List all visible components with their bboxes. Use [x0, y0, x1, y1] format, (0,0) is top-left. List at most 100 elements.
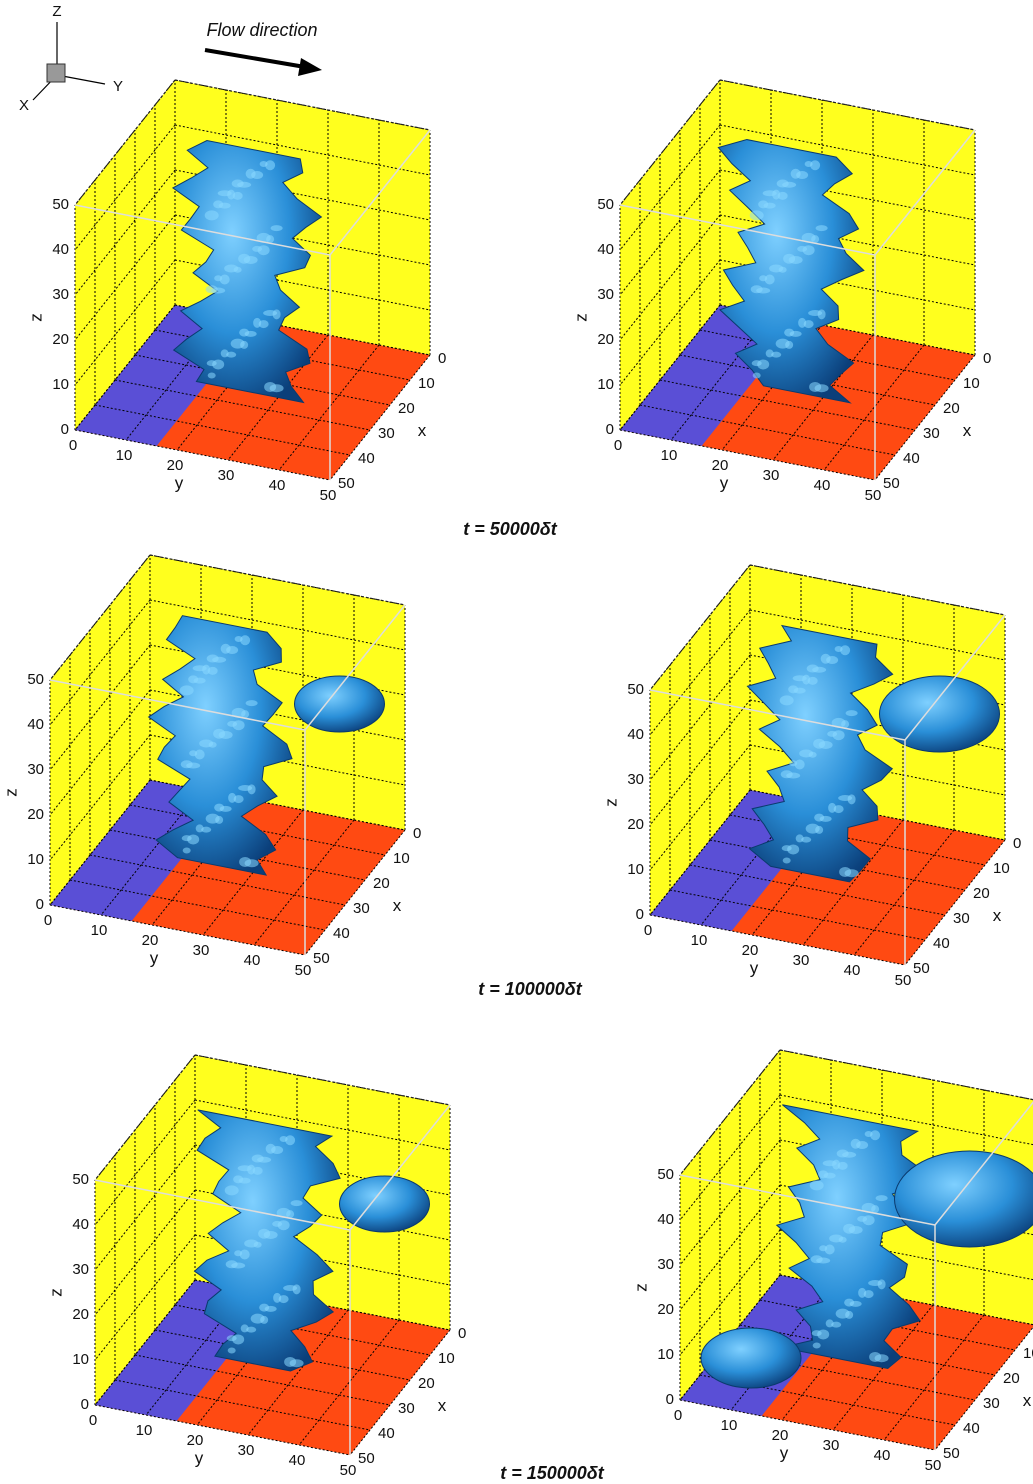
- interface-detail: [231, 339, 245, 349]
- x-tick-label: 10: [1023, 1345, 1033, 1362]
- x-tick-label: 40: [933, 935, 950, 952]
- interface-detail: [788, 685, 798, 693]
- z-tick-label: 40: [72, 1216, 89, 1233]
- interface-detail: [814, 814, 824, 822]
- interface-detail: [784, 329, 794, 337]
- interface-detail: [783, 858, 791, 864]
- interface-detail: [868, 1280, 882, 1286]
- interface-detail: [251, 1314, 265, 1324]
- y-axis-label: y: [720, 473, 729, 492]
- z-tick-label: 40: [27, 716, 44, 733]
- interface-detail: [789, 760, 797, 766]
- z-tick-label: 20: [597, 331, 614, 348]
- y-tick-label: 30: [193, 942, 210, 959]
- interface-detail: [816, 225, 828, 231]
- interface-detail: [798, 318, 806, 328]
- interface-detail: [253, 318, 261, 328]
- z-tick-label: 0: [606, 421, 614, 438]
- interface-detail: [260, 161, 268, 167]
- y-tick-label: 0: [614, 437, 622, 454]
- y-tick-label: 50: [320, 487, 337, 504]
- interface-detail: [750, 210, 764, 220]
- panel: 010203040500102030405001020304050zyx: [601, 565, 1021, 989]
- x-tick-label: 0: [438, 350, 446, 367]
- y-tick-label: 50: [895, 972, 912, 989]
- interface-detail: [238, 254, 250, 264]
- z-tick-label: 30: [52, 286, 69, 303]
- x-tick-label: 40: [358, 450, 375, 467]
- x-tick-label: 30: [923, 425, 940, 442]
- interface-detail: [258, 1229, 270, 1239]
- y-tick-label: 0: [44, 912, 52, 929]
- z-tick-label: 40: [627, 726, 644, 743]
- x-tick-label: 50: [313, 950, 330, 967]
- interface-detail: [182, 835, 192, 841]
- y-tick-label: 30: [793, 952, 810, 969]
- interface-detail: [776, 339, 790, 349]
- interface-detail: [283, 1285, 297, 1291]
- interface-detail: [758, 200, 768, 208]
- interface-detail: [858, 1288, 866, 1298]
- interface-detail: [759, 275, 767, 281]
- y-tick-label: 10: [136, 1422, 153, 1439]
- interface-detail: [752, 360, 762, 366]
- interface-detail: [214, 804, 224, 812]
- interface-detail: [244, 1239, 258, 1247]
- interface-detail: [213, 729, 225, 739]
- y-axis-label: y: [195, 1448, 204, 1467]
- orientation-triad: Z Y X: [19, 3, 123, 114]
- z-tick-label: 10: [27, 851, 44, 868]
- triad-label: Z: [52, 3, 61, 20]
- x-axis-label: x: [963, 421, 972, 440]
- x-tick-label: 50: [913, 960, 930, 977]
- y-tick-label: 10: [116, 447, 133, 464]
- interface-detail: [227, 1335, 237, 1341]
- y-tick-label: 20: [742, 942, 759, 959]
- z-tick-label: 20: [627, 816, 644, 833]
- interface-detail: [807, 665, 819, 673]
- interface-detail: [291, 1200, 303, 1206]
- x-tick-label: 10: [418, 375, 435, 392]
- y-tick-label: 50: [340, 1462, 357, 1479]
- z-tick-label: 50: [27, 671, 44, 688]
- interface-detail: [857, 1216, 867, 1222]
- z-tick-label: 20: [27, 806, 44, 823]
- interface-detail: [221, 349, 229, 357]
- x-tick-label: 10: [963, 375, 980, 392]
- y-tick-label: 30: [763, 467, 780, 484]
- x-tick-label: 10: [993, 860, 1010, 877]
- interface-detail: [828, 803, 836, 813]
- interface-detail: [821, 654, 831, 664]
- interface-detail: [272, 1221, 282, 1227]
- flow-arrowhead: [298, 58, 322, 76]
- interface-detail: [811, 1255, 823, 1263]
- z-tick-label: 10: [627, 861, 644, 878]
- interface-detail: [763, 190, 777, 196]
- z-tick-label: 50: [627, 681, 644, 698]
- interface-detail: [207, 655, 219, 663]
- z-tick-label: 30: [27, 761, 44, 778]
- interface-detail: [827, 731, 837, 737]
- interface-detail: [224, 264, 238, 272]
- x-tick-label: 30: [983, 1395, 1000, 1412]
- interface-detail: [206, 285, 218, 293]
- x-tick-label: 50: [943, 1445, 960, 1462]
- x-tick-label: 10: [393, 850, 410, 867]
- figure: Z Y X Flow direction t = 50000δt t = 100…: [0, 0, 1033, 1484]
- interface: [340, 1176, 430, 1232]
- interface-detail: [782, 845, 792, 851]
- interface-detail: [865, 1131, 873, 1137]
- z-tick-label: 30: [597, 286, 614, 303]
- y-axis-label: y: [780, 1443, 789, 1462]
- y-tick-label: 30: [218, 467, 235, 484]
- interface-detail: [777, 180, 789, 188]
- interface-detail: [181, 760, 193, 768]
- y-tick-label: 20: [187, 1432, 204, 1449]
- y-tick-label: 10: [721, 1417, 738, 1434]
- z-tick-label: 10: [52, 376, 69, 393]
- interface-detail: [196, 824, 204, 832]
- interface-detail: [809, 382, 821, 392]
- interface-detail: [810, 1180, 824, 1190]
- z-tick-label: 30: [627, 771, 644, 788]
- z-tick-label: 0: [666, 1391, 674, 1408]
